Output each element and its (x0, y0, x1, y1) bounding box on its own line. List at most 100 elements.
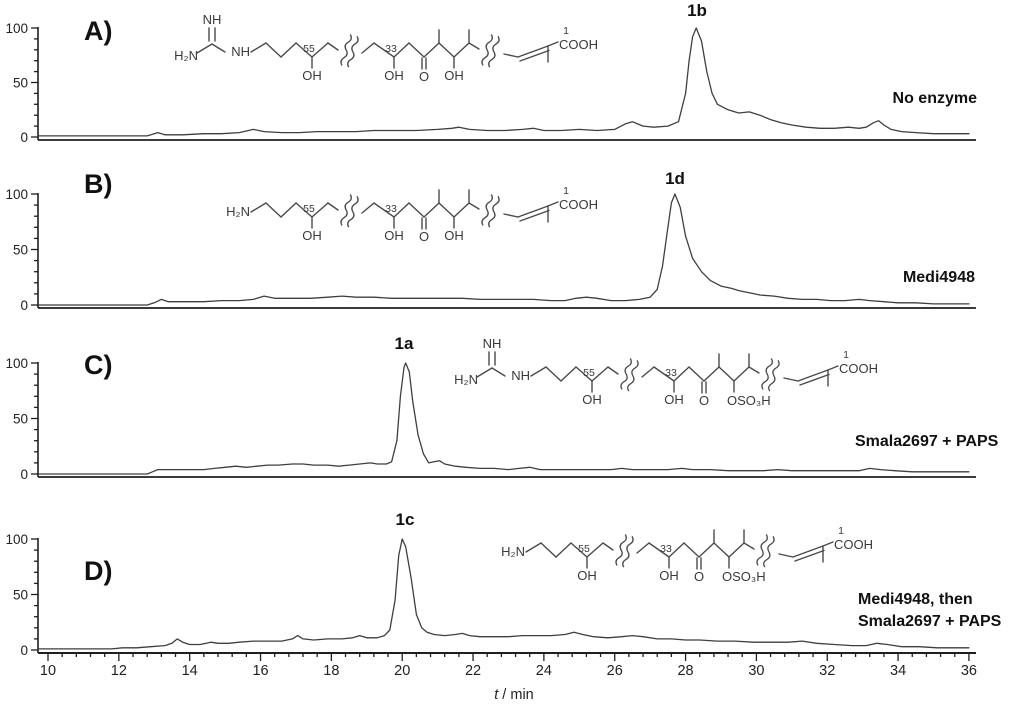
squiggle-line (622, 535, 634, 568)
squiggle-line (620, 358, 632, 390)
bond (641, 366, 655, 378)
bond (698, 542, 715, 558)
cooh-label: COOH (834, 537, 873, 552)
alkene-bond (797, 369, 829, 382)
bond (591, 366, 609, 382)
chromatogram-trace (38, 362, 970, 475)
x-tick-label: 12 (111, 663, 127, 679)
squiggle-line (347, 195, 359, 228)
bond (540, 542, 557, 558)
panel-c-letter: C) (84, 350, 113, 380)
bond (280, 202, 297, 218)
x-tick-label: 22 (465, 663, 481, 679)
squiggle-line (768, 359, 780, 392)
alkene-bond (794, 549, 825, 562)
imine-nh-label: NH (483, 336, 502, 351)
bond (683, 542, 700, 558)
bond (586, 542, 604, 558)
y-tick-label: 50 (13, 76, 28, 91)
y-tick-label: 100 (5, 356, 28, 371)
peak-label-1b: 1b (687, 1, 707, 20)
bond (361, 202, 375, 214)
nh-label: NH (231, 44, 250, 59)
bond (393, 42, 410, 58)
chain-break-squiggle (481, 34, 500, 68)
carbon-33-label: 33 (665, 367, 677, 379)
ketone-o-label: O (694, 569, 704, 584)
bond (438, 202, 455, 218)
x-tick-label: 36 (961, 663, 977, 679)
bond (295, 202, 313, 218)
bond (423, 42, 440, 58)
carbon-55-label: 55 (303, 43, 315, 55)
bond (703, 366, 720, 382)
cooh-label: COOH (839, 361, 878, 376)
y-tick-label: 50 (13, 412, 28, 427)
x-tick-label: 10 (40, 663, 56, 679)
oh-label: OH (302, 228, 322, 243)
bond (673, 366, 690, 382)
carbon-1-label: 1 (843, 349, 849, 361)
bond (327, 202, 339, 211)
bond (468, 42, 480, 50)
bond (453, 202, 470, 218)
carbon-33-label: 33 (660, 543, 672, 555)
bond (555, 542, 572, 558)
x-tick-label: 28 (677, 663, 693, 679)
oh-label: OH (384, 68, 404, 83)
squiggle-line (481, 194, 493, 226)
chromatogram-trace (38, 27, 970, 137)
chromatogram-trace (38, 538, 970, 650)
panel-c: 0 50 100 (5, 356, 976, 482)
bond (748, 366, 760, 374)
bond (827, 365, 839, 371)
h2n-label: H₂N (174, 48, 198, 63)
panel-d: 0 50 100 10 12 14 16 18 20 22 24 26 28 30 32 34 36 (5, 532, 977, 679)
bond (713, 542, 730, 558)
alkene-bond (519, 209, 550, 222)
alkene-bond (517, 45, 549, 58)
bond (783, 377, 799, 382)
bond (491, 367, 506, 377)
bond (211, 43, 226, 53)
condition-label-d-line1: Medi4948, then (858, 591, 973, 608)
oh-label: OH (582, 392, 602, 407)
x-tick-label: 24 (536, 663, 552, 679)
bond (530, 366, 547, 377)
bond (668, 542, 685, 558)
bond (648, 542, 670, 558)
bond (545, 366, 562, 382)
carbon-55-label: 55 (583, 367, 595, 379)
y-tick-label: 0 (20, 130, 28, 145)
bond (373, 42, 395, 58)
bond (250, 42, 267, 53)
alkene-bond (792, 545, 824, 558)
carbon-55-label: 55 (303, 203, 315, 215)
carbon-1-label: 1 (838, 525, 844, 537)
carbon-33-label: 33 (385, 43, 397, 55)
h2n-label: H₂N (226, 204, 250, 219)
squiggle-line (756, 534, 768, 566)
bond (250, 202, 267, 213)
bond (196, 43, 213, 54)
squiggle-line (627, 359, 639, 392)
oso3h-label: OSO₃H (727, 393, 771, 408)
bond (602, 542, 614, 551)
bond (265, 42, 282, 58)
bond (373, 202, 395, 218)
y-tick-label: 100 (5, 187, 28, 202)
bond (476, 367, 493, 378)
chain-break-squiggle (481, 194, 500, 228)
x-tick-label: 34 (890, 663, 906, 679)
chain-break-squiggle (761, 358, 780, 392)
bond (718, 366, 735, 382)
condition-label-b: Medi4948 (903, 269, 975, 286)
condition-label-a: No enzyme (893, 90, 978, 107)
squiggle-line (481, 34, 493, 66)
bond (560, 366, 577, 382)
bond (280, 42, 297, 58)
